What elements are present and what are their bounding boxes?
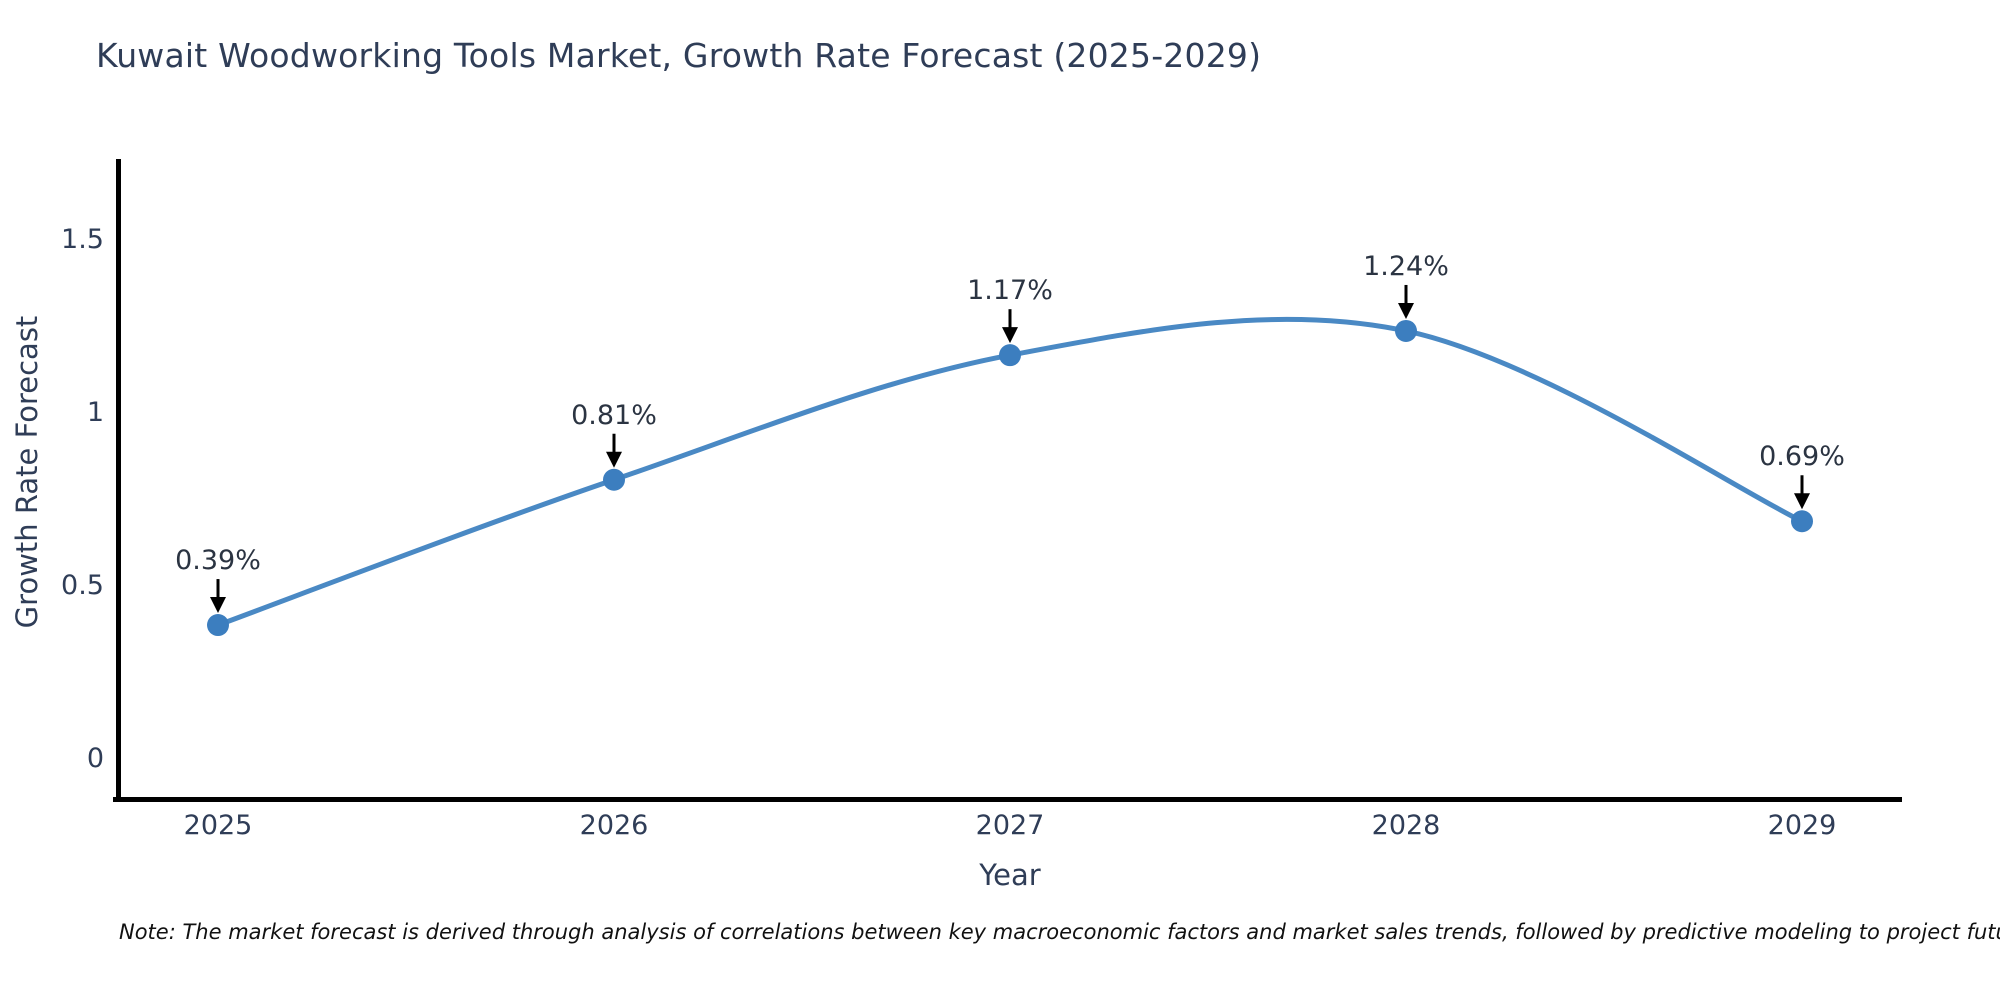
series-layer	[207, 316, 1813, 637]
data-point-marker	[1791, 510, 1813, 533]
footnote: Note: The market forecast is derived thr…	[119, 920, 2000, 944]
x-tick-label: 2027	[975, 810, 1045, 841]
x-axis-spine	[113, 797, 1902, 802]
x-axis-title: Year	[979, 858, 1041, 892]
data-point-label: 0.81%	[571, 399, 657, 431]
annotation-arrows-layer	[210, 284, 1810, 614]
data-point-label: 0.39%	[175, 545, 261, 577]
data-point-marker	[999, 344, 1021, 367]
x-tick-label: 2029	[1767, 810, 1837, 841]
data-point-marker	[603, 468, 625, 491]
y-tick-label: 1	[86, 397, 104, 428]
x-tick-label: 2028	[1371, 810, 1441, 841]
annotation-arrow-head	[1794, 493, 1810, 510]
chart-title: Kuwait Woodworking Tools Market, Growth …	[96, 36, 1262, 75]
y-tick-label: 0	[86, 743, 104, 774]
y-tick-label: 0.5	[61, 570, 104, 601]
annotation-arrow-head	[210, 597, 226, 614]
annotation-arrow-head	[1002, 327, 1018, 344]
annotation-arrow-head	[1398, 302, 1414, 319]
data-point-label: 1.17%	[967, 275, 1053, 307]
y-axis-spine	[116, 159, 121, 802]
data-point-label: 0.69%	[1759, 441, 1845, 473]
x-tick-label: 2026	[579, 810, 649, 841]
data-point-marker	[1395, 319, 1417, 342]
x-tick-label: 2025	[183, 810, 253, 841]
annotation-arrow-head	[606, 451, 622, 468]
y-tick-label: 1.5	[61, 224, 104, 255]
data-point-label: 1.24%	[1363, 250, 1449, 282]
data-point-marker	[207, 614, 229, 637]
